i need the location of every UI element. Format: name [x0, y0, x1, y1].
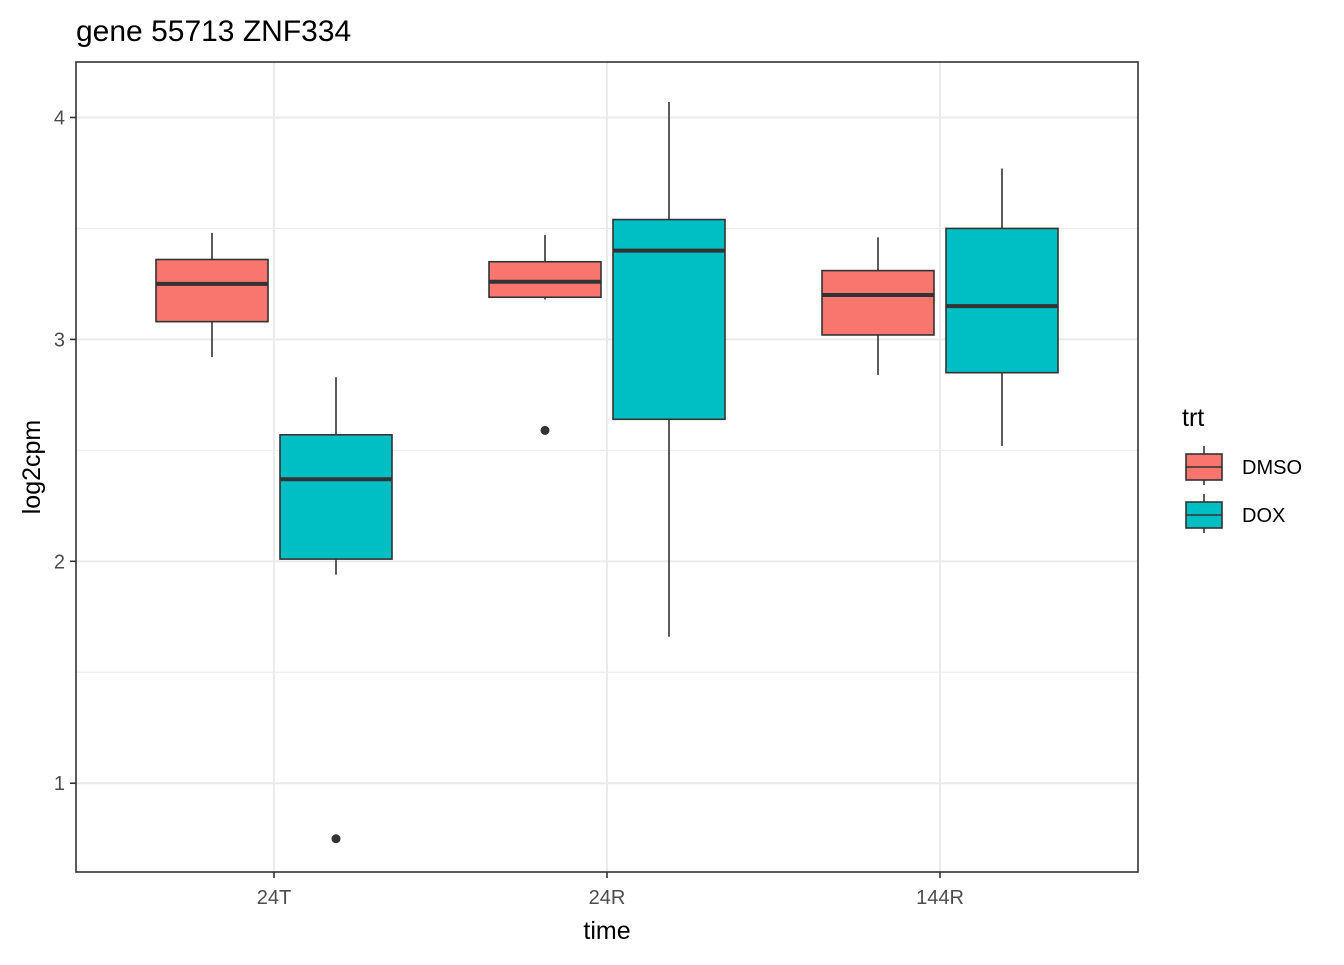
legend-item-dox: DOX [1185, 494, 1285, 533]
box-iqr [821, 269, 935, 336]
box-dmso-144r [821, 237, 935, 375]
x-tick-label: 144R [916, 887, 964, 909]
box-iqr [155, 258, 269, 323]
legend-label: DOX [1242, 505, 1285, 527]
legend-label: DMSO [1242, 457, 1302, 479]
box-dmso-24t [155, 232, 269, 358]
legend-item-dmso: DMSO [1185, 446, 1302, 485]
grid-lines [76, 62, 1138, 872]
axes: 1 2 3 4 24T 24R 144R [54, 61, 1139, 909]
box-iqr [279, 434, 393, 560]
x-tick-label: 24R [589, 887, 626, 909]
outlier-point [540, 425, 550, 435]
box-dox-24t [279, 377, 393, 844]
box-iqr [488, 260, 602, 299]
box-dmso-24r [488, 235, 602, 435]
box-dox-24r [612, 101, 726, 637]
box-layer [155, 101, 1059, 844]
y-tick-label: 2 [54, 551, 65, 573]
legend: trt DMSO DOX [1182, 404, 1302, 533]
y-tick-label: 4 [54, 107, 65, 129]
y-axis-title: log2cpm [18, 420, 46, 515]
legend-title: trt [1182, 404, 1204, 432]
outlier-point [331, 834, 341, 844]
chart-title: gene 55713 ZNF334 [76, 15, 351, 48]
box-iqr [612, 218, 726, 421]
x-axis-title: time [583, 917, 630, 945]
y-tick-label: 3 [54, 329, 65, 351]
x-tick-label: 24T [257, 887, 291, 909]
y-tick-label: 1 [54, 773, 65, 795]
box-dox-144r [945, 168, 1059, 446]
box-iqr [945, 227, 1059, 374]
